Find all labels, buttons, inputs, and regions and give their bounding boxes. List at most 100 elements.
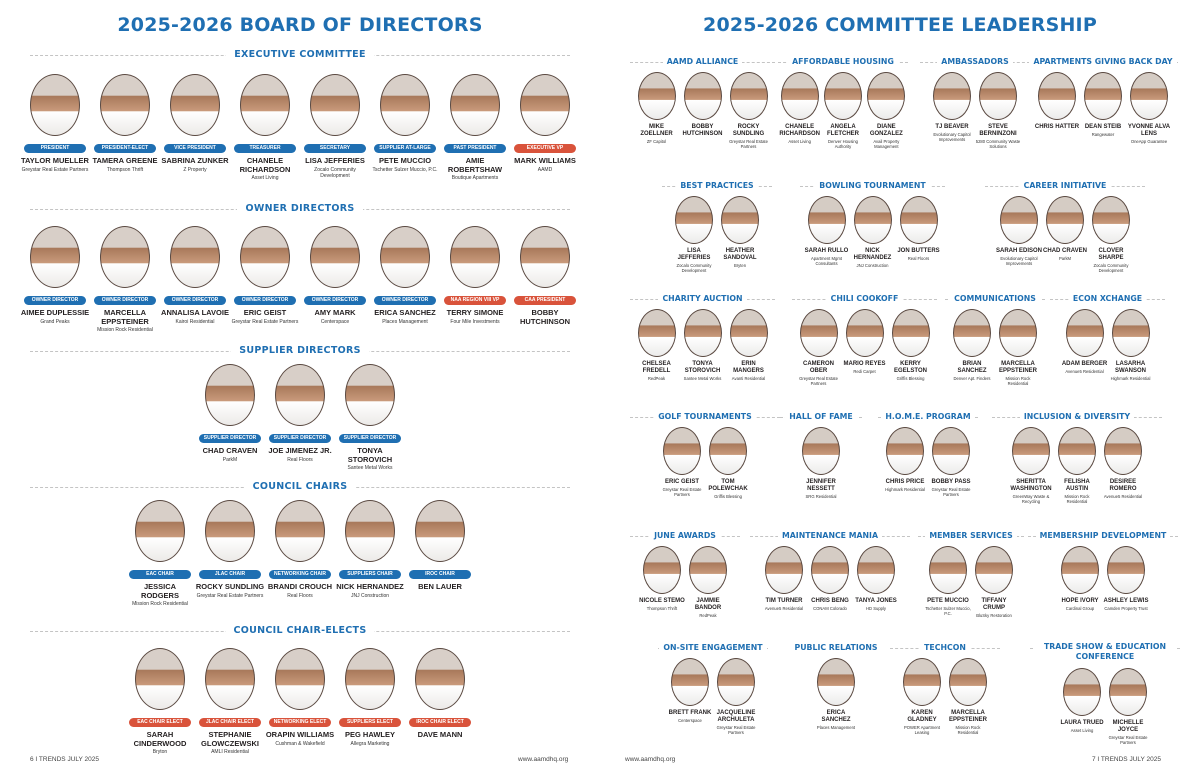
member-photo — [886, 427, 924, 475]
left-footer-url: www.aamdhq.org — [518, 756, 569, 763]
member-organization: Asset Living — [788, 138, 811, 144]
member-photo — [903, 658, 941, 706]
member-photo — [780, 72, 819, 120]
section-heading: EXECUTIVE COMMITTEE — [0, 48, 600, 62]
member-organization: POWER Apartment Leasing — [903, 724, 941, 735]
committee-member: ADAM BERGER Avenue5 Residential — [1062, 309, 1108, 381]
role-badge: SUPPLIER DIRECTOR — [268, 434, 332, 443]
member-photo — [663, 427, 701, 475]
role-badge: NAA REGION VIII VP — [444, 296, 506, 305]
board-member: SUPPLIER DIRECTOR TONYA STOROVICH Santee M… — [335, 364, 405, 471]
member-photo — [899, 196, 938, 244]
board-member: OWNER DIRECTOR ANNALISA LAVOIE Kairoi Resi… — [160, 226, 230, 333]
member-organization: Apartment Mgmt Consultants — [811, 255, 842, 266]
committee-heading: GOLF TOURNAMENTS — [630, 411, 780, 423]
member-photo — [683, 72, 722, 120]
member-photo — [345, 648, 395, 710]
committee-group: TECHCON KAREN GLADNEY POWER Apartment Leas… — [890, 642, 1000, 735]
member-organization: Greystar Real Estate Partners — [931, 486, 971, 497]
committee-heading: BEST PRACTICES — [662, 180, 772, 192]
committee-heading-text: AMBASSADORS — [937, 56, 1013, 68]
section-heading-text: COUNCIL CHAIR-ELECTS — [225, 624, 375, 638]
member-row: SUPPLIER DIRECTOR CHAD CRAVEN ParkM SUPPLIE… — [0, 364, 600, 471]
member-organization: ParkM — [222, 456, 238, 463]
member-row: EAC CHAIR ELECT SARAH CINDERWOOD Bryton JLA… — [0, 648, 600, 755]
role-badge: JLAC CHAIR ELECT — [199, 718, 261, 727]
member-organization: Real Floors — [907, 255, 930, 261]
board-member: SUPPLIER DIRECTOR CHAD CRAVEN ParkM — [195, 364, 265, 471]
member-name: HOPE IVORY — [1061, 598, 1099, 604]
member-organization: HD Supply — [865, 605, 886, 611]
member-organization: CONAM Colorado — [813, 605, 847, 611]
member-photo — [380, 74, 430, 136]
committee-member: BOBBY HUTCHINSON — [680, 72, 726, 149]
board-member: SUPPLIERS CHAIR NICK HERNANDEZ JNJ Constru… — [335, 500, 405, 607]
member-name: DEAN STEIB — [1084, 124, 1122, 130]
committee-member: CHRIS PRICE Highmark Residential — [882, 427, 928, 497]
committee-heading-text: JUNE AWARDS — [650, 530, 720, 542]
left-page: 2025-2026 BOARD OF DIRECTORS EXECUTIVE C… — [0, 14, 600, 763]
section-heading-text: EXECUTIVE COMMITTEE — [226, 48, 374, 62]
committee-member: DESIREE ROMERO Avenue5 Residential — [1100, 427, 1146, 504]
committee-group: ON-SITE ENGAGEMENT BRETT FRANK Centerspace… — [658, 642, 768, 735]
committee-title: 2025-2026 COMMITTEE LEADERSHIP — [703, 14, 1097, 36]
member-photo — [891, 309, 930, 357]
member-photo — [205, 500, 255, 562]
role-badge: SUPPLIERS ELECT — [339, 718, 401, 727]
committee-member: JACQUELINE ARCHULETA Greystar Real Estate… — [713, 658, 759, 735]
committee-group: PUBLIC RELATIONS ERICA SANCHEZ Places Mana… — [790, 642, 882, 730]
section-heading-text: OWNER DIRECTORS — [237, 202, 363, 216]
committee-member: MICHELLE JOYCE Greystar Real Estate Partn… — [1105, 668, 1151, 745]
committee-heading-text: PUBLIC RELATIONS — [790, 642, 882, 654]
committee-heading: PUBLIC RELATIONS — [790, 642, 882, 654]
member-name: STEVE BERNINZONI — [979, 124, 1017, 137]
committee-members: TJ BEAVER Evolutionary Capitol Improvemen… — [920, 72, 1030, 149]
member-photo — [1084, 72, 1122, 120]
committee-member: SARAH RULLO Apartment Mgmt Consultants — [804, 196, 850, 268]
committee-member: CAMERON OBER Greystar Real Estate Partner… — [796, 309, 842, 386]
member-photo — [275, 648, 325, 710]
member-organization: Centerspace — [320, 318, 350, 325]
member-name: HEATHER SANDOVAL — [723, 248, 757, 261]
member-name: BOBBY HUTCHINSON — [682, 124, 723, 137]
member-name: MIKE ZOELLNER — [640, 124, 673, 137]
role-badge: NETWORKING CHAIR — [269, 570, 331, 579]
committee-member: CHAD CRAVEN ParkM — [1042, 196, 1088, 273]
member-photo — [1061, 546, 1099, 594]
board-member: SUPPLIERS ELECT PEG HAWLEY Allegra Marketi… — [335, 648, 405, 755]
member-name: JACQUELINE ARCHULETA — [716, 710, 756, 723]
member-photo — [100, 74, 150, 136]
member-name: MARCELLA EPPSTEINER — [998, 361, 1037, 374]
committee-heading: APARTMENTS GIVING BACK DAY — [1028, 56, 1178, 68]
member-photo — [932, 427, 970, 475]
member-photo — [683, 309, 722, 357]
member-name: MARCELLA EPPSTEINER — [101, 308, 149, 326]
member-photo — [345, 500, 395, 562]
member-name: MARCELLA EPPSTEINER — [948, 710, 987, 723]
committee-heading: CHARITY AUCTION — [630, 293, 775, 305]
section-heading: COUNCIL CHAIRS — [0, 480, 600, 494]
member-name: CHANELE RICHARDSON — [779, 124, 820, 137]
board-member: JLAC CHAIR ROCKY SUNDLING Greystar Real Es… — [195, 500, 265, 607]
member-organization: Zocalo Community Development — [314, 166, 356, 179]
committee-member: KERRY EGELSTON Griffis Blessing — [888, 309, 934, 386]
section-heading: COUNCIL CHAIR-ELECTS — [0, 624, 600, 638]
member-photo — [205, 364, 255, 426]
member-photo — [415, 648, 465, 710]
section-heading: OWNER DIRECTORS — [0, 202, 600, 216]
member-photo — [857, 546, 895, 594]
member-name: AMIE ROBERTSHAW — [447, 156, 503, 174]
member-photo — [1092, 196, 1130, 244]
role-badge: OWNER DIRECTOR — [164, 296, 226, 305]
committee-members: LAURA TRUED Asset Living MICHELLE JOYCE Gre… — [1030, 668, 1180, 745]
board-member: OWNER DIRECTOR ERIC GEIST Greystar Real Es… — [230, 226, 300, 333]
member-organization: Real Floors — [287, 456, 313, 463]
member-photo — [823, 72, 862, 120]
member-name: CHAD CRAVEN — [202, 446, 258, 455]
member-name: TONYA STOROVICH — [684, 361, 721, 374]
member-organization: JNJ Construction — [350, 592, 390, 599]
member-name: PETE MUCCIO — [378, 156, 432, 165]
member-name: LASARHA SWANSON — [1114, 361, 1146, 374]
committee-member: SARAH EDISON Evolutionary Capitol Improve… — [996, 196, 1042, 273]
member-photo — [30, 74, 80, 136]
